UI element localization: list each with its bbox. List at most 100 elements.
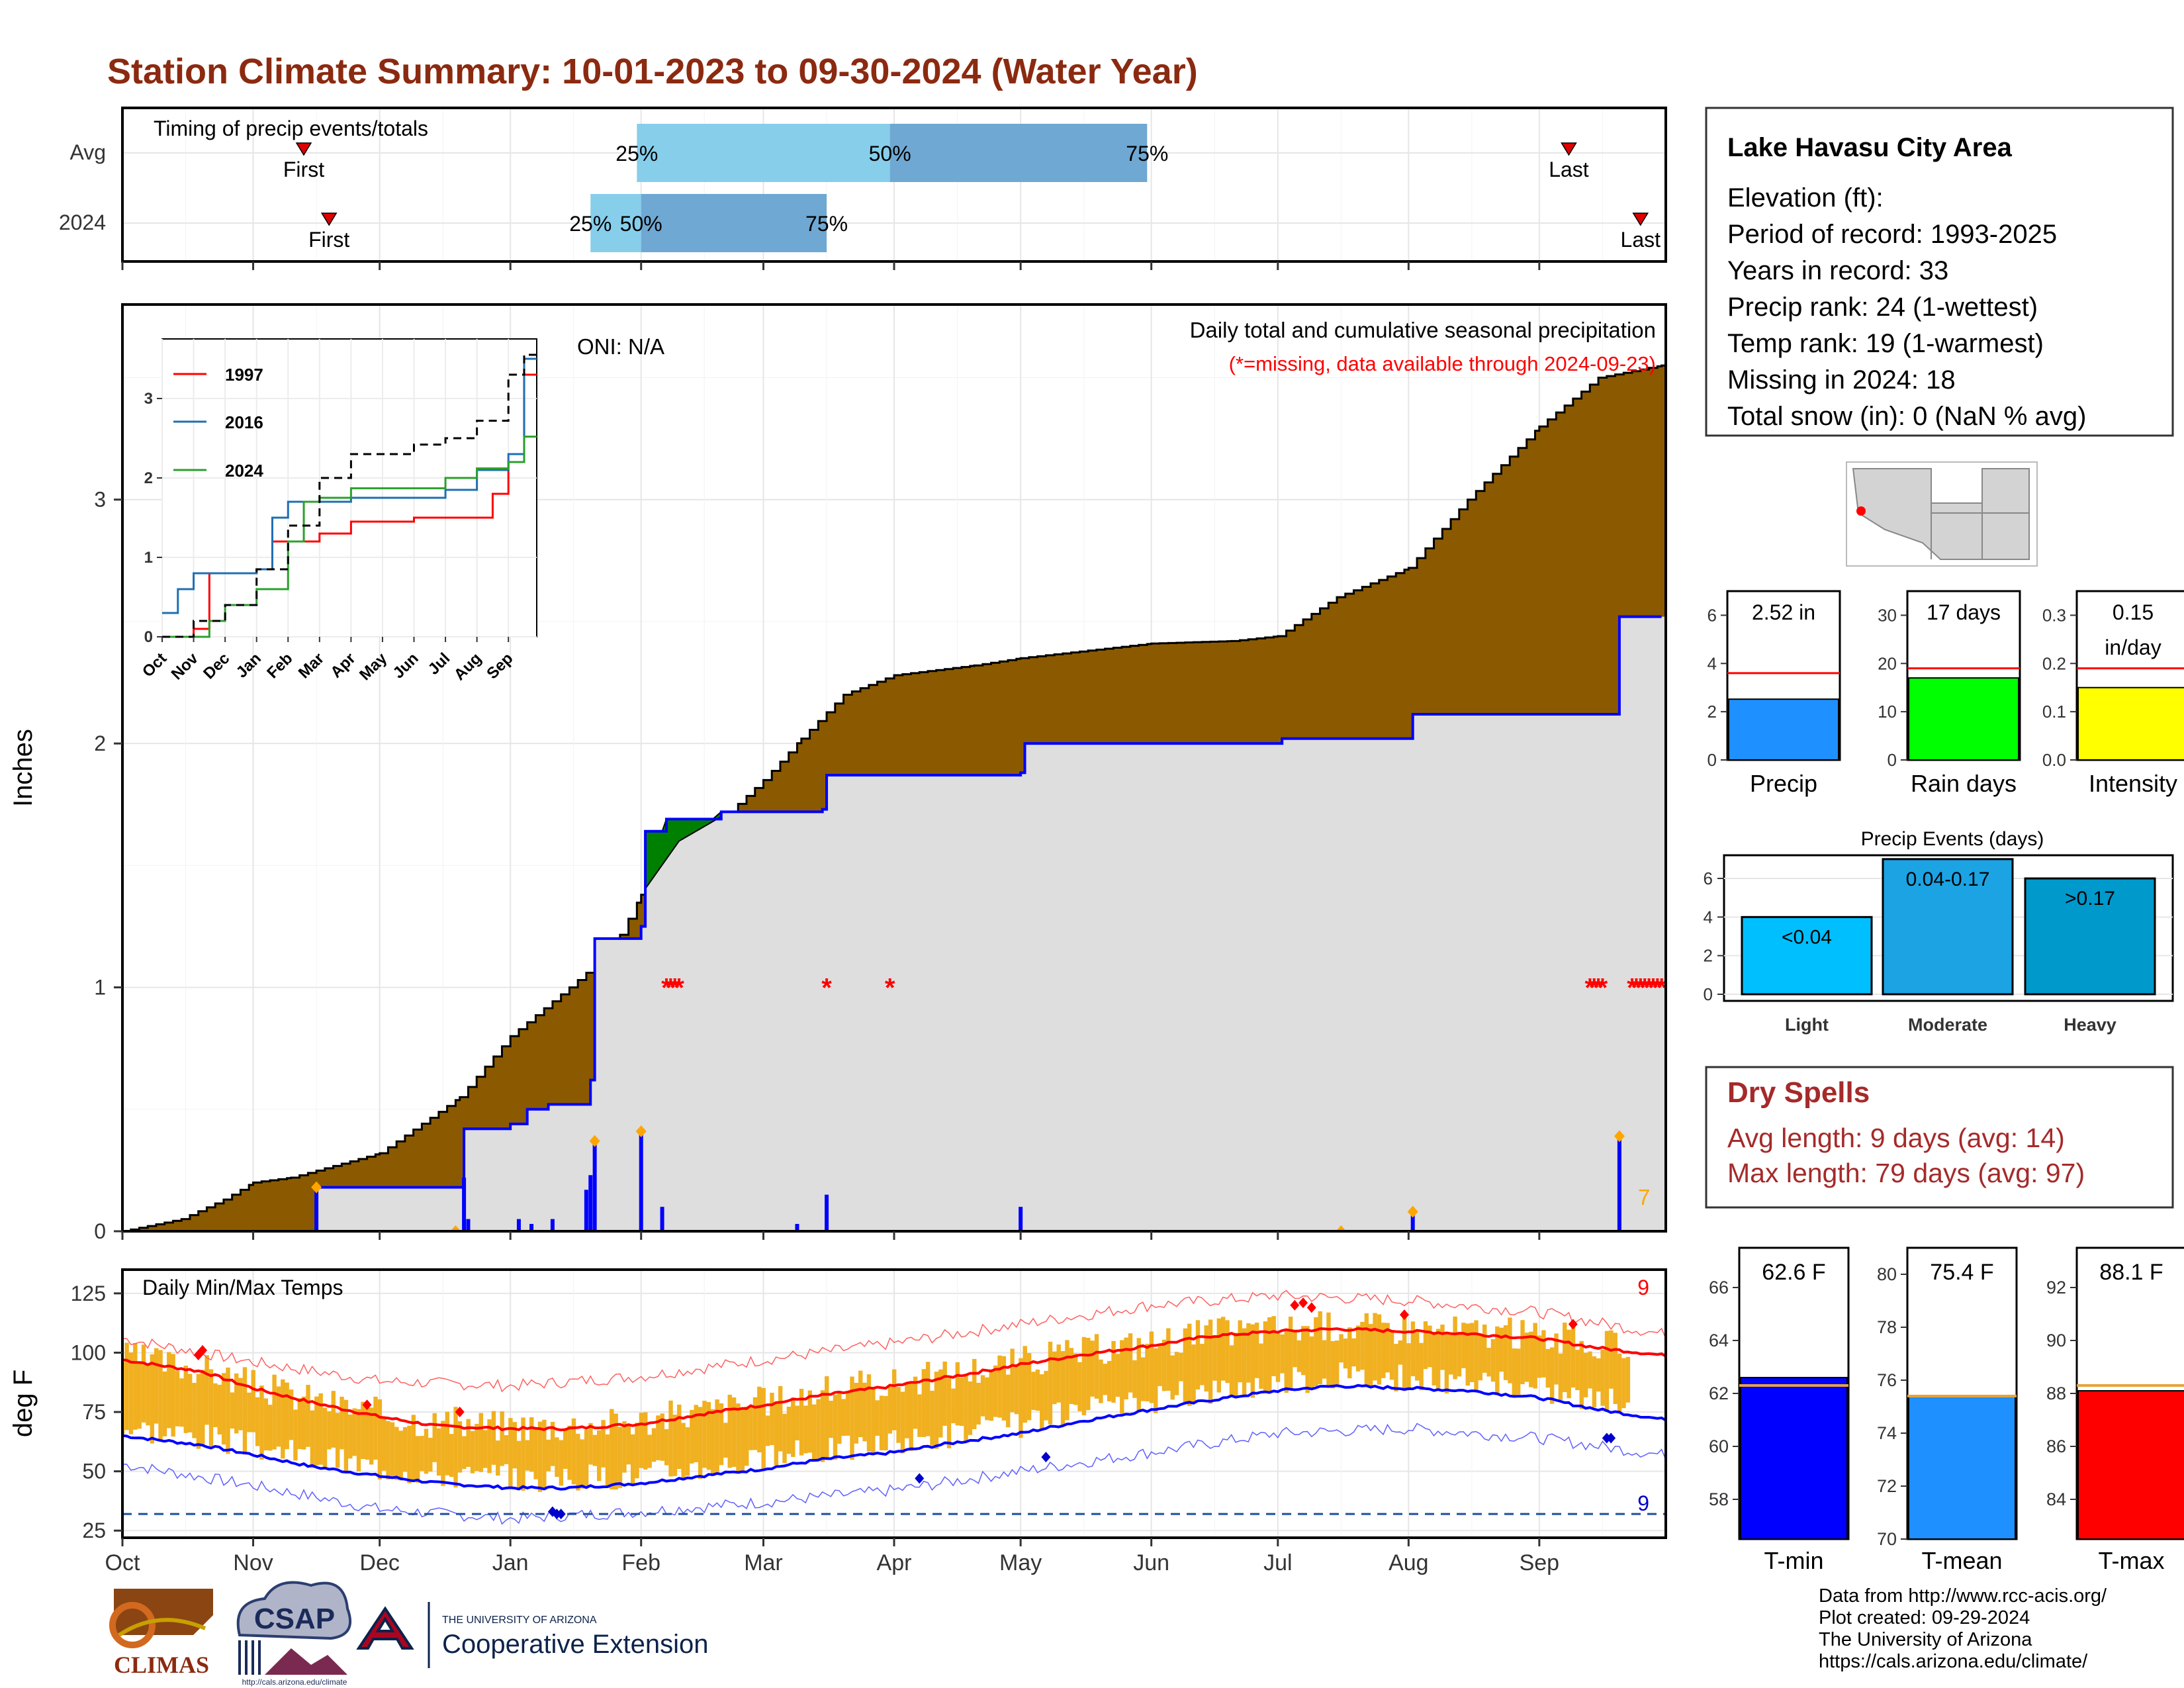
temp-day-bar [297,1398,302,1450]
temp-day-bar [1469,1323,1475,1382]
temp-day-bar [1242,1328,1247,1395]
temp-day-bar [930,1390,934,1446]
temp-day-bar [1343,1338,1348,1369]
temp-record-marker [1606,1432,1616,1444]
summary-ytick-label: 0.2 [2042,653,2066,673]
temp-day-bar [217,1384,222,1434]
temp-day-bar [525,1440,530,1471]
temp-day-bar [951,1388,956,1424]
temp-day-bar [1621,1358,1626,1409]
events-ytick-label: 2 [1704,946,1713,966]
temp-day-bar [1398,1340,1402,1365]
temp-day-bar [1010,1348,1015,1413]
temp-day-bar [230,1392,235,1429]
month-label-aug: Aug [1388,1550,1429,1575]
temp-day-bar [1031,1372,1036,1411]
daily-precip-bar [466,1219,471,1231]
temp-record-marker [556,1509,566,1520]
timing-pct-25: 25% [569,212,612,236]
temp-day-bar [1588,1351,1592,1389]
summary-label: Rain days [1911,770,2017,797]
temp-day-bar [487,1419,492,1474]
temp-day-bar [571,1418,576,1485]
temp-day-bar [1040,1374,1044,1430]
temp-day-bar [749,1407,753,1450]
temp-day-bar [711,1409,715,1476]
credit-line-4: https://cals.arizona.edu/climate/ [1819,1651,2088,1672]
temp-day-bar [1305,1326,1310,1393]
temp-day-bar [1423,1321,1428,1370]
precip-ytick-label: 2 [94,731,106,755]
temp-day-bar [731,1397,737,1467]
temp-day-bar [158,1350,163,1440]
temp-day-bar [1229,1345,1234,1397]
temp-day-bar [1512,1348,1517,1396]
temp-day-bar [1195,1320,1201,1390]
timing-pct-75: 75% [805,212,848,236]
temp-summary-ytick-label: 72 [1877,1476,1897,1496]
daily-precip-bar [462,1177,467,1231]
temp-day-bar [1592,1356,1597,1408]
temp-record-marker [455,1407,465,1418]
climas-logo-text: CLIMAS [114,1652,209,1678]
month-label-may: May [999,1550,1042,1575]
temp-day-bar [128,1352,134,1434]
month-label-jun: Jun [1133,1550,1169,1575]
temp-day-bar [1541,1330,1546,1378]
temp-day-bar [1154,1348,1158,1413]
temp-day-bar [390,1422,395,1477]
temp-day-bar [829,1401,833,1438]
temp-day-bar [1115,1354,1120,1397]
temp-day-bar [1284,1329,1289,1393]
temp-day-bar [263,1398,269,1451]
temp-summary-ytick-label: 70 [1877,1529,1897,1549]
temp-day-bar [1019,1358,1023,1438]
temp-day-bar [255,1397,260,1446]
record-high-count: 9 [1637,1276,1649,1299]
events-bar-heavy [2024,877,2156,996]
daily-precip-bar [639,1131,643,1231]
inset-ytick-label: 3 [144,390,153,408]
temp-summary-ytick-label: 90 [2046,1331,2066,1350]
summary-value: 17 days [1927,600,2001,624]
temp-day-bar [478,1413,483,1472]
summary-bar-charts: 2.52 in 0 2 4 6 Precip 17 days 0 10 20 30 Rain days… [1707,590,2184,797]
inset-frame [161,338,537,637]
temp-day-bar [542,1419,547,1490]
temp-day-bar [1596,1358,1601,1392]
temp-day-bar [1625,1356,1631,1403]
temp-day-bar [622,1421,627,1473]
summary-ytick-label: 4 [1707,653,1717,673]
temp-day-bar [1099,1359,1103,1403]
temp-day-bar [377,1399,383,1479]
temp-day-bar [1267,1317,1272,1393]
temp-day-bar [1368,1324,1373,1387]
temp-summary-ytick-label: 92 [2046,1278,2066,1297]
temp-day-bar [411,1415,416,1482]
temp-day-bar [201,1370,205,1445]
temp-day-bar [964,1374,968,1442]
summary-chart-precip: 2.52 in 0 2 4 6 Precip [1707,590,1841,797]
temp-day-bar [441,1421,445,1486]
temp-day-bar [504,1435,509,1464]
daily-precip-bar [529,1223,534,1231]
daily-precip-bar [516,1219,521,1231]
avg-min-line [122,1383,1666,1491]
missing-markers: **** * * **** ******** [661,974,1666,1003]
daily-precip-bar [584,1190,588,1231]
temp-day-bar [289,1389,294,1440]
temp-day-bar [651,1428,657,1462]
temp-day-bar [1208,1319,1213,1404]
temp-day-bar [205,1355,209,1425]
temp-day-bar [445,1411,450,1476]
csap-logo-text: CSAP [254,1603,335,1635]
temp-day-bar [1508,1317,1512,1383]
temp-day-bar [1275,1333,1281,1382]
temp-day-bar [639,1413,644,1468]
temp-day-bar [373,1396,378,1460]
temp-day-bar [466,1419,471,1468]
temp-day-bar [424,1429,429,1474]
daily-precip-bar [588,1175,593,1231]
temp-day-bar [259,1385,264,1460]
